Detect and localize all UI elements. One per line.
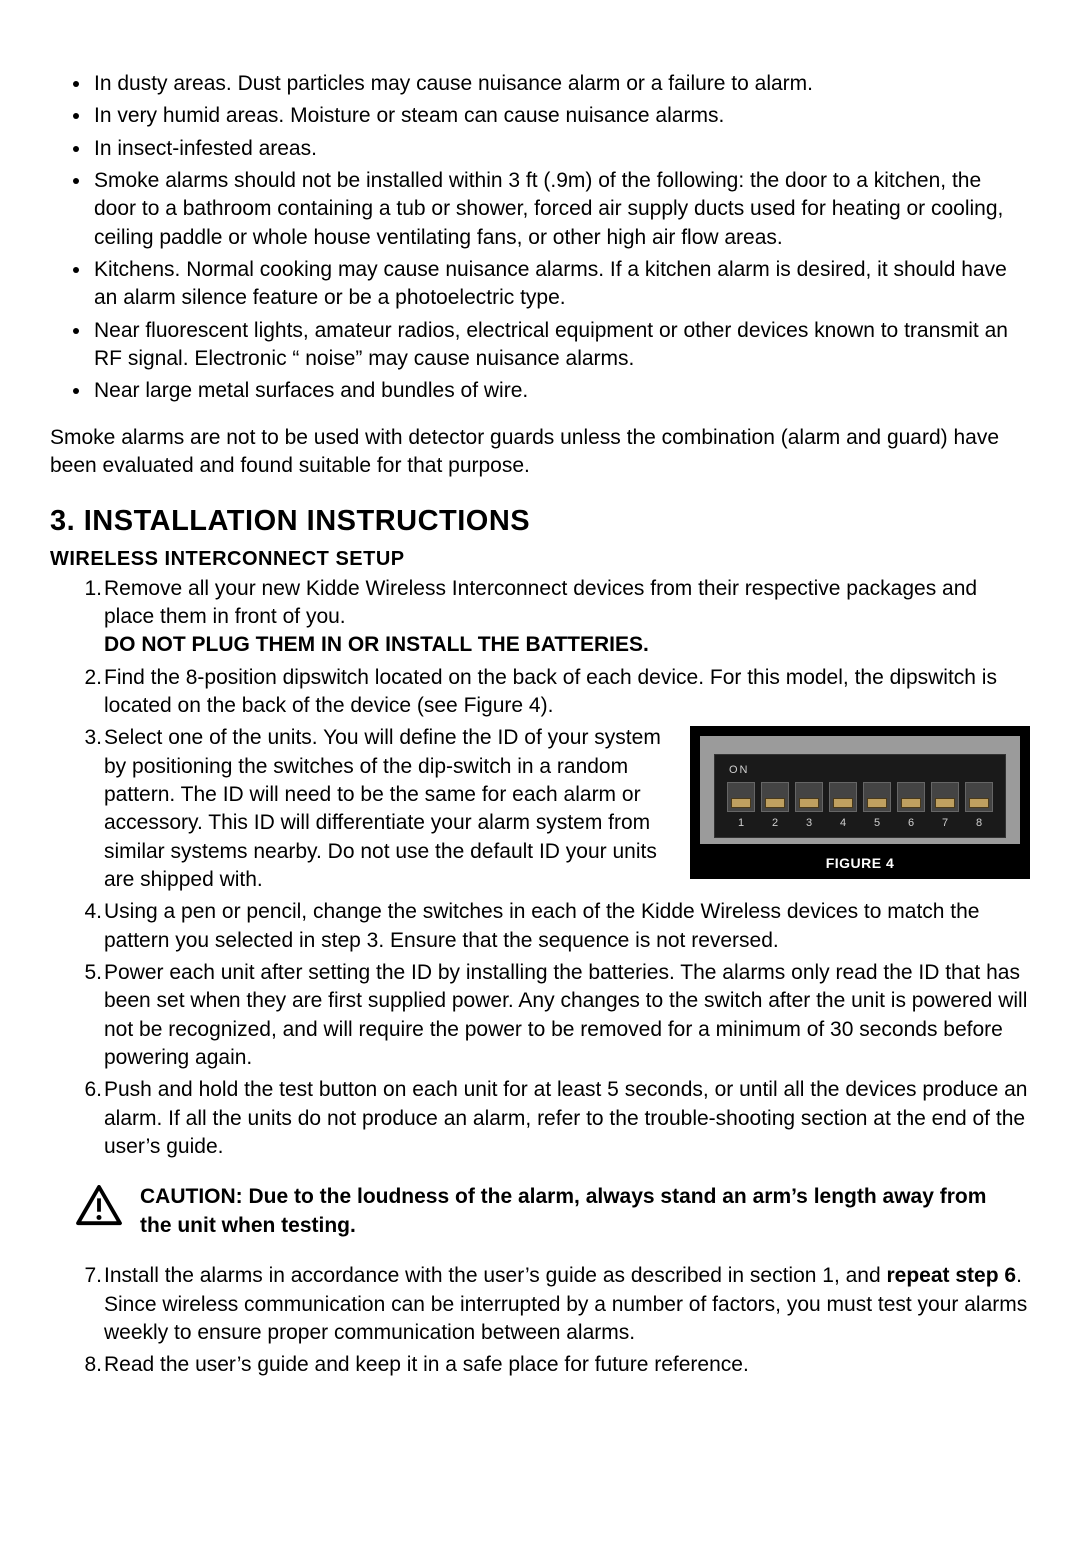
step-number: 8. [74, 1351, 102, 1379]
step-7: 7. Install the alarms in accordance with… [74, 1262, 1030, 1347]
step-number: 2. [74, 664, 102, 692]
dipswitch-number: 4 [829, 816, 857, 831]
dipswitch-position [795, 782, 823, 812]
dipswitch-position [829, 782, 857, 812]
dipswitch-position [965, 782, 993, 812]
dipswitch-on-label: ON [725, 763, 995, 778]
dipswitch-number: 2 [761, 816, 789, 831]
step-text: Select one of the units. You will define… [104, 726, 661, 891]
dipswitch-number: 7 [931, 816, 959, 831]
caution-text: CAUTION: Due to the loudness of the alar… [140, 1183, 1030, 1240]
step-number: 3. [74, 724, 102, 752]
installation-steps-continued: 7. Install the alarms in accordance with… [50, 1262, 1030, 1379]
dipswitch-position [727, 782, 755, 812]
dipswitch-position [863, 782, 891, 812]
figure-4: ON 1 2 [690, 726, 1030, 879]
avoid-locations-list: In dusty areas. Dust particles may cause… [50, 70, 1030, 406]
step-number: 7. [74, 1262, 102, 1290]
dipswitch-position [761, 782, 789, 812]
warning-triangle-icon [76, 1185, 122, 1227]
dipswitch-number: 6 [897, 816, 925, 831]
step-number: 6. [74, 1076, 102, 1104]
list-item: In very humid areas. Moisture or steam c… [92, 102, 1030, 130]
step-text: Remove all your new Kidde Wireless Inter… [104, 577, 977, 628]
list-item: In dusty areas. Dust particles may cause… [92, 70, 1030, 98]
step-text: Using a pen or pencil, change the switch… [104, 900, 979, 951]
step-text: Power each unit after setting the ID by … [104, 961, 1027, 1069]
step-number: 4. [74, 898, 102, 926]
list-item: Smoke alarms should not be installed wit… [92, 167, 1030, 252]
section-heading: 3. INSTALLATION INSTRUCTIONS [50, 502, 1030, 541]
step-3: 3. Select one of the units. You will def… [74, 724, 1030, 894]
list-item: Kitchens. Normal cooking may cause nuisa… [92, 256, 1030, 313]
step-6: 6. Push and hold the test button on each… [74, 1076, 1030, 1161]
dipswitch-number: 1 [727, 816, 755, 831]
step-text-part-a: Install the alarms in accordance with th… [104, 1264, 887, 1287]
step-5: 5. Power each unit after setting the ID … [74, 959, 1030, 1072]
installation-steps: 1. Remove all your new Kidde Wireless In… [50, 575, 1030, 1162]
dipswitch-position [931, 782, 959, 812]
list-item: In insect-infested areas. [92, 135, 1030, 163]
dipswitch-illustration: ON 1 2 [700, 736, 1020, 844]
step-4: 4. Using a pen or pencil, change the swi… [74, 898, 1030, 955]
dipswitch-number: 5 [863, 816, 891, 831]
subsection-heading: WIRELESS INTERCONNECT SETUP [50, 546, 1030, 573]
dipswitch-number: 8 [965, 816, 993, 831]
dipswitch-number: 3 [795, 816, 823, 831]
list-item: Near large metal surfaces and bundles of… [92, 377, 1030, 405]
dipswitch-position [897, 782, 925, 812]
step-1-warning: DO NOT PLUG THEM IN OR INSTALL THE BATTE… [104, 633, 649, 656]
detector-guard-note: Smoke alarms are not to be used with det… [50, 424, 1030, 481]
step-text: Push and hold the test button on each un… [104, 1078, 1027, 1158]
caution-block: CAUTION: Due to the loudness of the alar… [76, 1183, 1030, 1240]
figure-caption: FIGURE 4 [700, 854, 1020, 873]
dipswitch-number-row: 1 2 3 4 5 6 7 8 [725, 816, 995, 831]
step-number: 5. [74, 959, 102, 987]
step-number: 1. [74, 575, 102, 603]
step-text: Read the user’s guide and keep it in a s… [104, 1353, 749, 1376]
step-text: Find the 8-position dipswitch located on… [104, 666, 997, 717]
step-2: 2. Find the 8-position dipswitch located… [74, 664, 1030, 721]
step-1: 1. Remove all your new Kidde Wireless In… [74, 575, 1030, 660]
step-7-emphasis: repeat step 6 [887, 1264, 1017, 1287]
step-8: 8. Read the user’s guide and keep it in … [74, 1351, 1030, 1379]
list-item: Near fluorescent lights, amateur radios,… [92, 317, 1030, 374]
